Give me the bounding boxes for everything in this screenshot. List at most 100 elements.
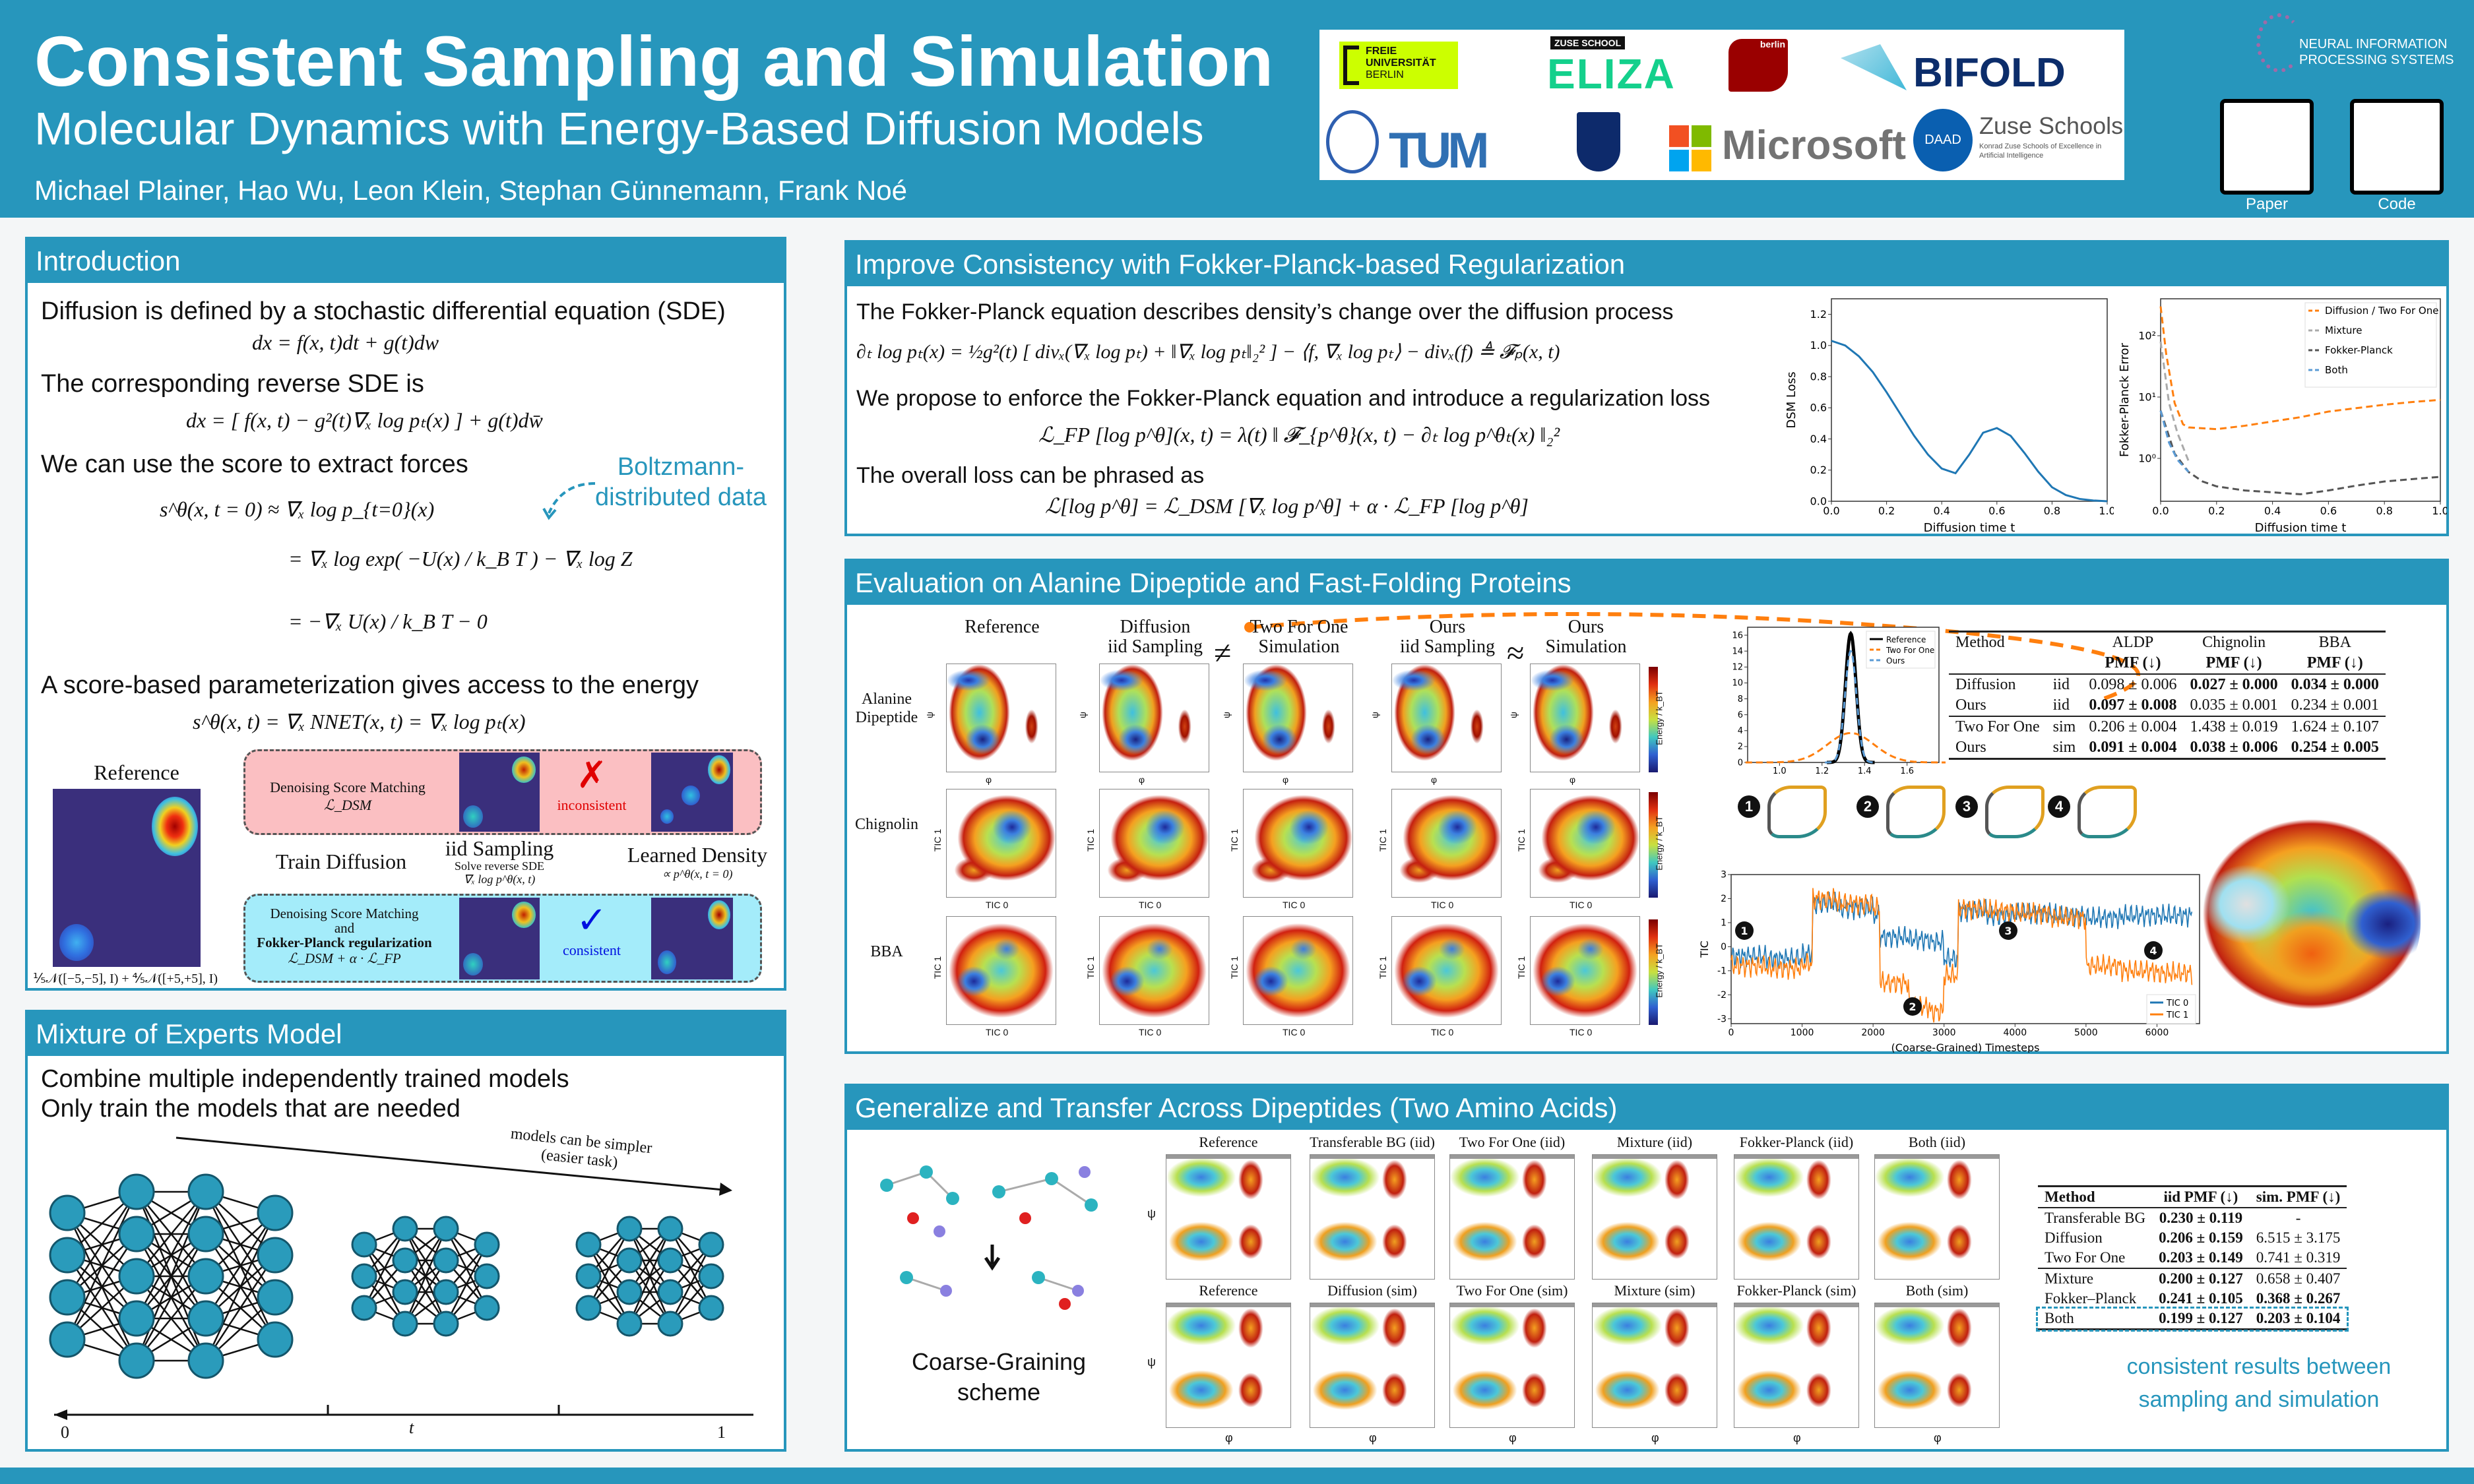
network-edge	[136, 1191, 206, 1277]
column-title: Diffusion iid Sampling	[1108, 617, 1203, 657]
network-edge	[669, 1244, 713, 1324]
value-cell: 0.034 ± 0.000	[2291, 676, 2379, 693]
sim-pmf-cell: 0.368 ± 0.267	[2256, 1290, 2341, 1307]
legend-label: Ours	[1886, 656, 1905, 665]
legend-label: TIC 1	[2166, 1010, 2188, 1020]
x-tick-label: 0.8	[2044, 505, 2060, 517]
legend-label: TIC 0	[2166, 999, 2188, 1008]
x-axis-label: Diffusion time t	[1924, 521, 2015, 533]
state-marker: 4	[2048, 795, 2070, 818]
network-node	[351, 1295, 377, 1321]
value-cell: 0.027 ± 0.000	[2190, 676, 2278, 693]
dipeptide-molecules-image	[867, 1146, 1131, 1317]
y-tick-label: 10	[1732, 679, 1743, 689]
series-line-two-for-one	[1745, 731, 1946, 764]
total-loss-equation: ℒ[log p^θ] = ℒ_DSM [∇ₓ log p^θ] + α · ℒ_…	[1045, 494, 1529, 518]
legend-box	[2304, 302, 2437, 388]
x-axis-label: φ	[1793, 1431, 1801, 1444]
qr-code-code[interactable]	[2350, 99, 2444, 195]
sim-pmf-cell: 0.203 ± 0.104	[2256, 1310, 2341, 1326]
plot-title: Mixture (sim)	[1614, 1282, 1696, 1299]
y-tick-label: 12	[1732, 663, 1743, 673]
table-row: Diffusion iid 0.098 ± 0.006 0.027 ± 0.000 0.…	[1949, 674, 2386, 695]
qr-code-paper[interactable]	[2220, 99, 2314, 195]
network-node	[698, 1295, 724, 1321]
free-energy-heatmap	[1391, 916, 1502, 1025]
value-cell: 1.624 ± 0.107	[2291, 718, 2379, 735]
plot-area	[1730, 874, 2200, 1024]
fokker-planck-equation: ∂ₜ log pₜ(x) = ½g²(t) [ divₓ(∇ₓ log pₜ) …	[856, 341, 1560, 363]
x-axis-label: TIC 0	[1570, 900, 1593, 910]
neural-network-diagrams	[49, 1136, 753, 1420]
protein-structure-icon	[1985, 786, 2045, 838]
zuse-schools-logo: Zuse Schools	[1979, 112, 2124, 139]
learned-density-plot-consistent	[651, 898, 733, 979]
x-tick-label: 1.0	[2099, 505, 2114, 517]
ramachandran-heatmap	[1734, 1303, 1859, 1428]
method-cell: Diffusion	[1955, 676, 2016, 693]
method-cell: Ours	[1955, 739, 1986, 756]
plot-title: Mixture (iid)	[1616, 1134, 1693, 1150]
coarse-graining-label: Coarse-Graining scheme	[911, 1348, 1087, 1406]
fokker-planck-panel: Improve Consistency with Fokker-Planck-b…	[844, 240, 2449, 536]
table-subheader-row: PMF (↓) PMF (↓) PMF (↓)	[1949, 653, 2386, 674]
network-node	[118, 1173, 155, 1210]
free-energy-heatmap	[1099, 789, 1209, 898]
simplicity-arrow	[175, 1136, 731, 1192]
network-node	[474, 1231, 500, 1258]
iid-sample-plot-inconsistent	[459, 753, 540, 832]
svg-text:4: 4	[2149, 944, 2157, 957]
x-axis-label: φ	[986, 774, 992, 785]
x-tick-label: 5000	[2074, 1028, 2098, 1038]
column-title: Reference	[965, 617, 1040, 637]
svg-text:2: 2	[1909, 1001, 1916, 1013]
free-energy-heatmap	[946, 916, 1056, 1025]
author-list: Michael Plainer, Hao Wu, Leon Klein, Ste…	[34, 175, 907, 206]
y-tick-label: 0.8	[1810, 370, 1827, 383]
free-energy-heatmap	[1391, 664, 1502, 772]
y-tick-label: 0	[1721, 942, 1727, 952]
neurips-logo	[2256, 13, 2302, 73]
y-tick-label: -2	[1717, 990, 1727, 1001]
network-node	[575, 1231, 602, 1258]
tu-berlin-logo: berlin	[1729, 39, 1788, 92]
x-tick-label: 0.2	[1878, 505, 1895, 517]
method-cell: Mixture	[2045, 1270, 2094, 1287]
neural-network-expert	[49, 1173, 294, 1379]
y-axis-label: TIC 1	[1085, 828, 1096, 852]
score-equation: = −∇ₓ U(x) / k_B T − 0	[288, 609, 488, 633]
x-axis-label: φ	[1651, 1431, 1659, 1444]
ramachandran-heatmap	[1310, 1303, 1435, 1428]
column-header: Chignolin	[2202, 634, 2266, 651]
mixture-of-experts-panel: Mixture of Experts Model Combine multipl…	[25, 1010, 786, 1452]
tic-timeseries-chart: 0 1000 2000 3000 4000 5000 6000 -3 -2 -1 0 1 2 3 (Coar…	[1698, 870, 2200, 1053]
ramachandran-heatmap	[1166, 1154, 1291, 1280]
free-energy-heatmap	[1243, 664, 1353, 772]
y-axis-label: TIC 1	[1516, 828, 1527, 852]
y-tick-label: 0.2	[1810, 464, 1827, 476]
network-node	[187, 1173, 224, 1210]
table-row: Both 0.199 ± 0.127 0.203 ± 0.104	[2035, 1307, 2349, 1332]
sim-pmf-cell: 6.515 ± 3.175	[2256, 1229, 2341, 1246]
network-node	[698, 1263, 724, 1289]
free-energy-heatmap	[946, 664, 1056, 772]
method-cell: Fokker–Planck	[2045, 1290, 2137, 1307]
generalize-panel: Generalize and Transfer Across Dipeptide…	[844, 1084, 2449, 1452]
y-axis-label: ψ	[1221, 712, 1232, 718]
train-diffusion-label: Train Diffusion	[275, 850, 407, 873]
inconsistent-label: inconsistent	[557, 797, 627, 813]
y-tick-label: 6	[1738, 710, 1743, 720]
colorbar-label: Energy / k_BT	[1654, 691, 1665, 745]
value-cell: 0.035 ± 0.001	[2190, 696, 2278, 714]
series-line-both	[2159, 410, 2190, 473]
network-node	[392, 1311, 418, 1337]
ramachandran-heatmap	[1874, 1303, 2000, 1428]
y-axis-label: TIC 1	[1516, 956, 1527, 979]
iid-sampling-label: iid Sampling	[445, 836, 554, 860]
y-tick-label: -3	[1717, 1014, 1727, 1024]
state-marker: 1	[1735, 921, 1754, 940]
network-node	[351, 1231, 377, 1258]
colorbar	[1649, 667, 1658, 772]
moe-text: Combine multiple independently trained m…	[41, 1065, 569, 1093]
x-tick-label: 0.6	[2320, 505, 2337, 517]
